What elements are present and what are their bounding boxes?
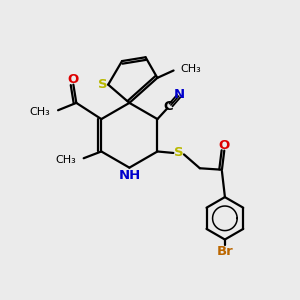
Text: S: S [98,77,108,91]
Text: CH₃: CH₃ [55,155,76,165]
Text: CH₃: CH₃ [29,107,50,117]
Text: N: N [174,88,185,101]
Text: NH: NH [119,169,141,182]
Text: C: C [164,100,173,113]
Text: S: S [174,146,184,159]
Text: Br: Br [217,245,233,258]
Text: CH₃: CH₃ [180,64,201,74]
Text: O: O [219,139,230,152]
Text: O: O [68,73,79,86]
